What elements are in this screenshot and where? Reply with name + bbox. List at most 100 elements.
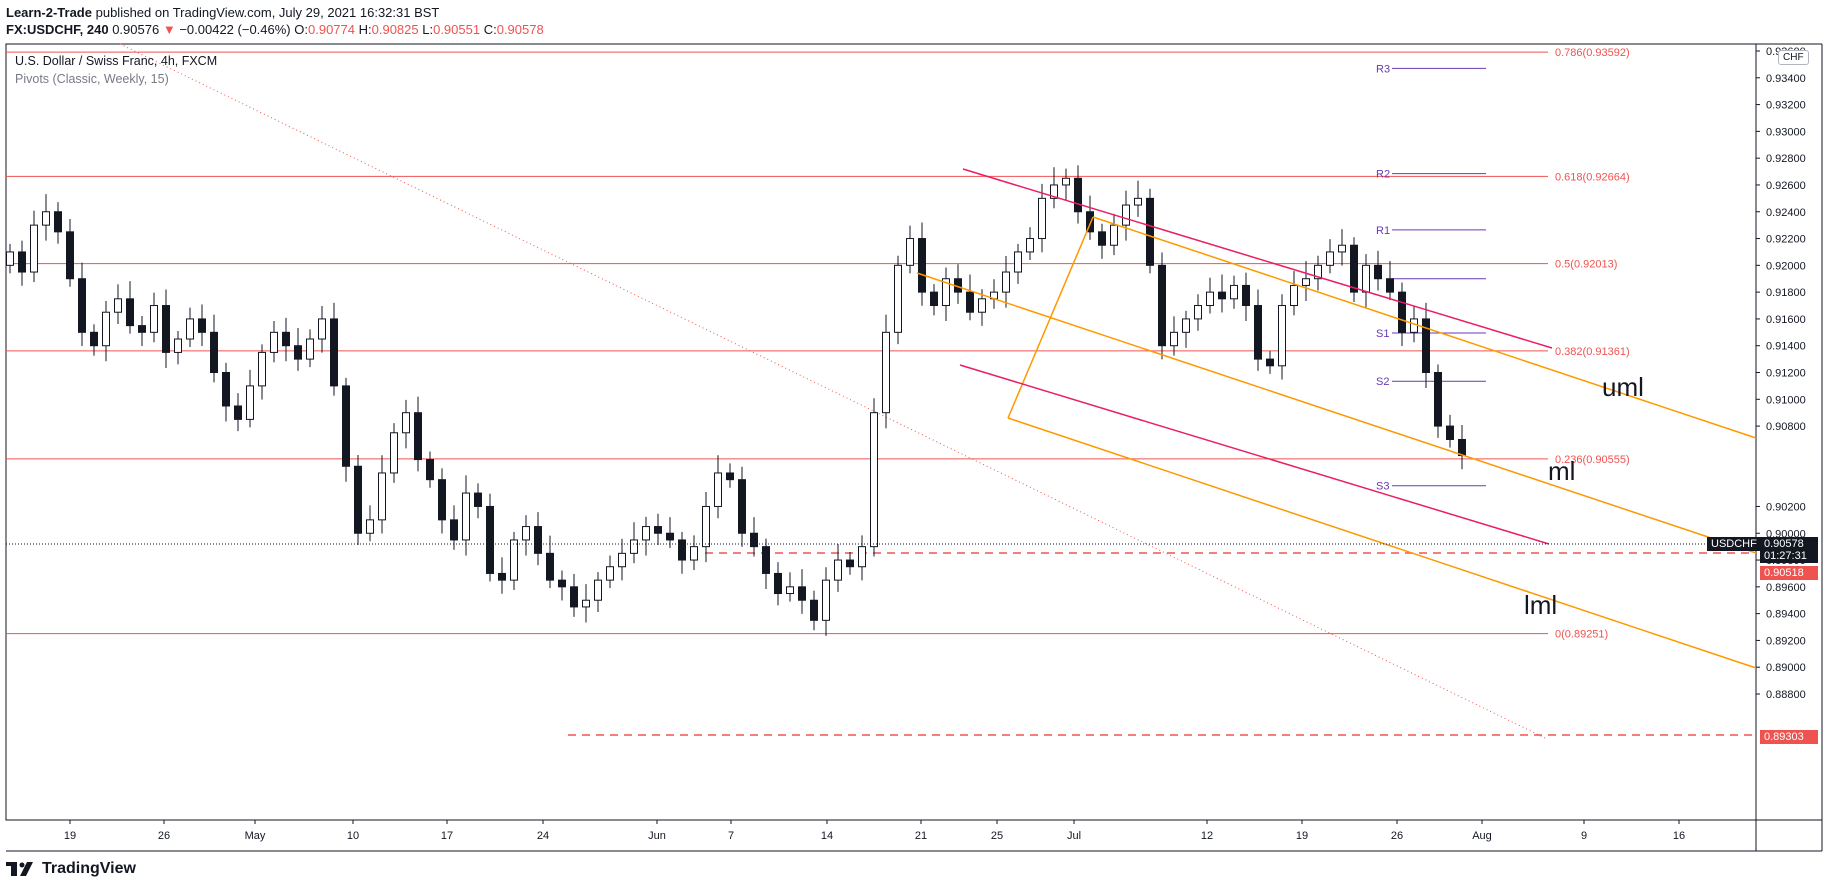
candle-body xyxy=(330,318,338,387)
down-arrow-icon: ▼ xyxy=(162,22,176,37)
price-tag: 0.89303 xyxy=(1760,730,1818,744)
price-axis[interactable]: 0.936000.934000.932000.930000.928000.926… xyxy=(1756,46,1806,701)
candle-body xyxy=(1218,291,1226,300)
dotted-trend-line[interactable] xyxy=(119,43,1546,739)
currency-badge[interactable]: CHF xyxy=(1778,50,1809,65)
time-tick-label: 21 xyxy=(915,830,927,842)
candle-body xyxy=(510,539,518,581)
tradingview-logo-icon xyxy=(6,862,33,876)
candle-body xyxy=(678,539,686,561)
time-axis[interactable]: 19 26 May 10 17 24 Jun 7 14 21 25 Jul 12 19 26 Aug 9 16 xyxy=(64,820,1685,842)
price-tag-value: 0.90578 xyxy=(1764,538,1804,550)
channel-upper-line[interactable] xyxy=(962,168,1553,349)
price-tick-label: 0.89000 xyxy=(1766,662,1806,674)
price-tick-label: 0.91400 xyxy=(1766,341,1806,353)
plot-frame xyxy=(5,43,1757,821)
candle-body xyxy=(126,298,134,327)
candle-body xyxy=(666,532,674,541)
candle-body xyxy=(282,331,290,347)
candle-body xyxy=(1338,244,1346,253)
pitchfork-ml[interactable] xyxy=(916,272,1757,554)
price-tag-value: 0.89303 xyxy=(1764,731,1804,743)
candle-body xyxy=(582,599,590,608)
candle-body xyxy=(366,519,374,534)
price-tick-label: 0.89200 xyxy=(1766,635,1806,647)
time-tick-label: 12 xyxy=(1201,830,1213,842)
candle-body xyxy=(1158,264,1166,347)
price-tick-label: 0.93400 xyxy=(1766,73,1806,85)
candle-body xyxy=(306,338,314,360)
candle-body xyxy=(1038,197,1046,240)
time-tick-label: 10 xyxy=(347,830,359,842)
bar-countdown: 01:27:31 xyxy=(1764,550,1807,562)
candle-body xyxy=(1122,204,1130,226)
candle-body xyxy=(42,211,50,226)
candle-body xyxy=(426,459,434,481)
candle-body xyxy=(414,412,422,461)
pitchfork-uml[interactable] xyxy=(1092,216,1757,439)
time-tick-label: 16 xyxy=(1673,830,1685,842)
candle-body xyxy=(294,345,302,360)
candle-body xyxy=(570,586,578,608)
candle-body xyxy=(378,472,386,521)
pivot-label-r2: R2 xyxy=(1376,169,1390,181)
fib-level-label: 0.5(0.92013) xyxy=(1555,259,1617,271)
candle-body xyxy=(1242,284,1250,307)
candle-body xyxy=(1362,264,1370,293)
time-tick-label: 26 xyxy=(1391,830,1403,842)
candle-body xyxy=(390,432,398,474)
candle-body xyxy=(882,331,890,414)
candle-body xyxy=(1086,211,1094,233)
candle-body xyxy=(978,298,986,313)
price-tick-label: 0.91200 xyxy=(1766,368,1806,380)
price-tick-label: 0.91800 xyxy=(1766,287,1806,299)
candle-body xyxy=(90,331,98,347)
price-tag: 0.90518 xyxy=(1760,566,1818,580)
time-tick-label: 9 xyxy=(1581,830,1587,842)
candle-body xyxy=(906,238,914,266)
candle-body xyxy=(1458,438,1466,457)
time-tick-label: 19 xyxy=(64,830,76,842)
candle-body xyxy=(870,412,878,548)
support-dashed-lines[interactable] xyxy=(568,552,1756,736)
pitchfork-and-channel[interactable] xyxy=(916,168,1757,669)
candle-body xyxy=(1182,318,1190,333)
candle-body xyxy=(702,505,710,548)
channel-lower-line[interactable] xyxy=(959,364,1550,545)
candle-body xyxy=(834,559,842,581)
symbol-line: FX:USDCHF, 240 0.90576 ▼ −0.00422 (−0.46… xyxy=(6,21,544,38)
candle-body xyxy=(114,298,122,313)
candle-body xyxy=(846,559,854,568)
fib-level-label: 0.236(0.90555) xyxy=(1555,454,1630,466)
legend-series-title[interactable]: U.S. Dollar / Swiss Franc, 4h, FXCM xyxy=(15,54,218,68)
time-tick-label: May xyxy=(245,830,266,842)
fib-retracement[interactable]: 0.786(0.93592) 0.618(0.92664) 0.5(0.92013)… xyxy=(6,47,1630,641)
legend-indicator[interactable]: Pivots (Classic, Weekly, 15) xyxy=(15,72,169,86)
time-tick-label: 24 xyxy=(537,830,549,842)
publisher-name[interactable]: Learn-2-Trade xyxy=(6,5,92,20)
candle-body xyxy=(174,338,182,353)
price-tick-label: 0.90800 xyxy=(1766,421,1806,433)
candle-body xyxy=(138,325,146,333)
candle-body xyxy=(474,492,482,507)
price-tick-label: 0.92200 xyxy=(1766,234,1806,246)
candle-body xyxy=(18,251,26,273)
symbol-tag: USDCHF xyxy=(1707,537,1761,551)
weekly-pivots: R3 R2 R1 S1 S2 S3 xyxy=(1376,63,1486,493)
candle-body xyxy=(726,472,734,481)
pitchfork-lml[interactable] xyxy=(1007,417,1757,669)
candle-body xyxy=(618,552,626,568)
last-price: 0.90576 xyxy=(112,22,160,37)
tradingview-logo[interactable]: TradingView xyxy=(6,860,136,878)
trend-line-dotted[interactable] xyxy=(119,43,1546,739)
candle-body xyxy=(102,311,110,347)
open-value: 0.90774 xyxy=(308,22,355,37)
chart-legend: U.S. Dollar / Swiss Franc, 4h, FXCM Pivo… xyxy=(15,52,217,88)
candle-body xyxy=(1206,291,1214,307)
price-tick-label: 0.89600 xyxy=(1766,582,1806,594)
candle-body xyxy=(966,291,974,313)
candle-body xyxy=(1278,305,1286,367)
candle-body xyxy=(1098,231,1106,246)
candle-body xyxy=(1146,197,1154,266)
